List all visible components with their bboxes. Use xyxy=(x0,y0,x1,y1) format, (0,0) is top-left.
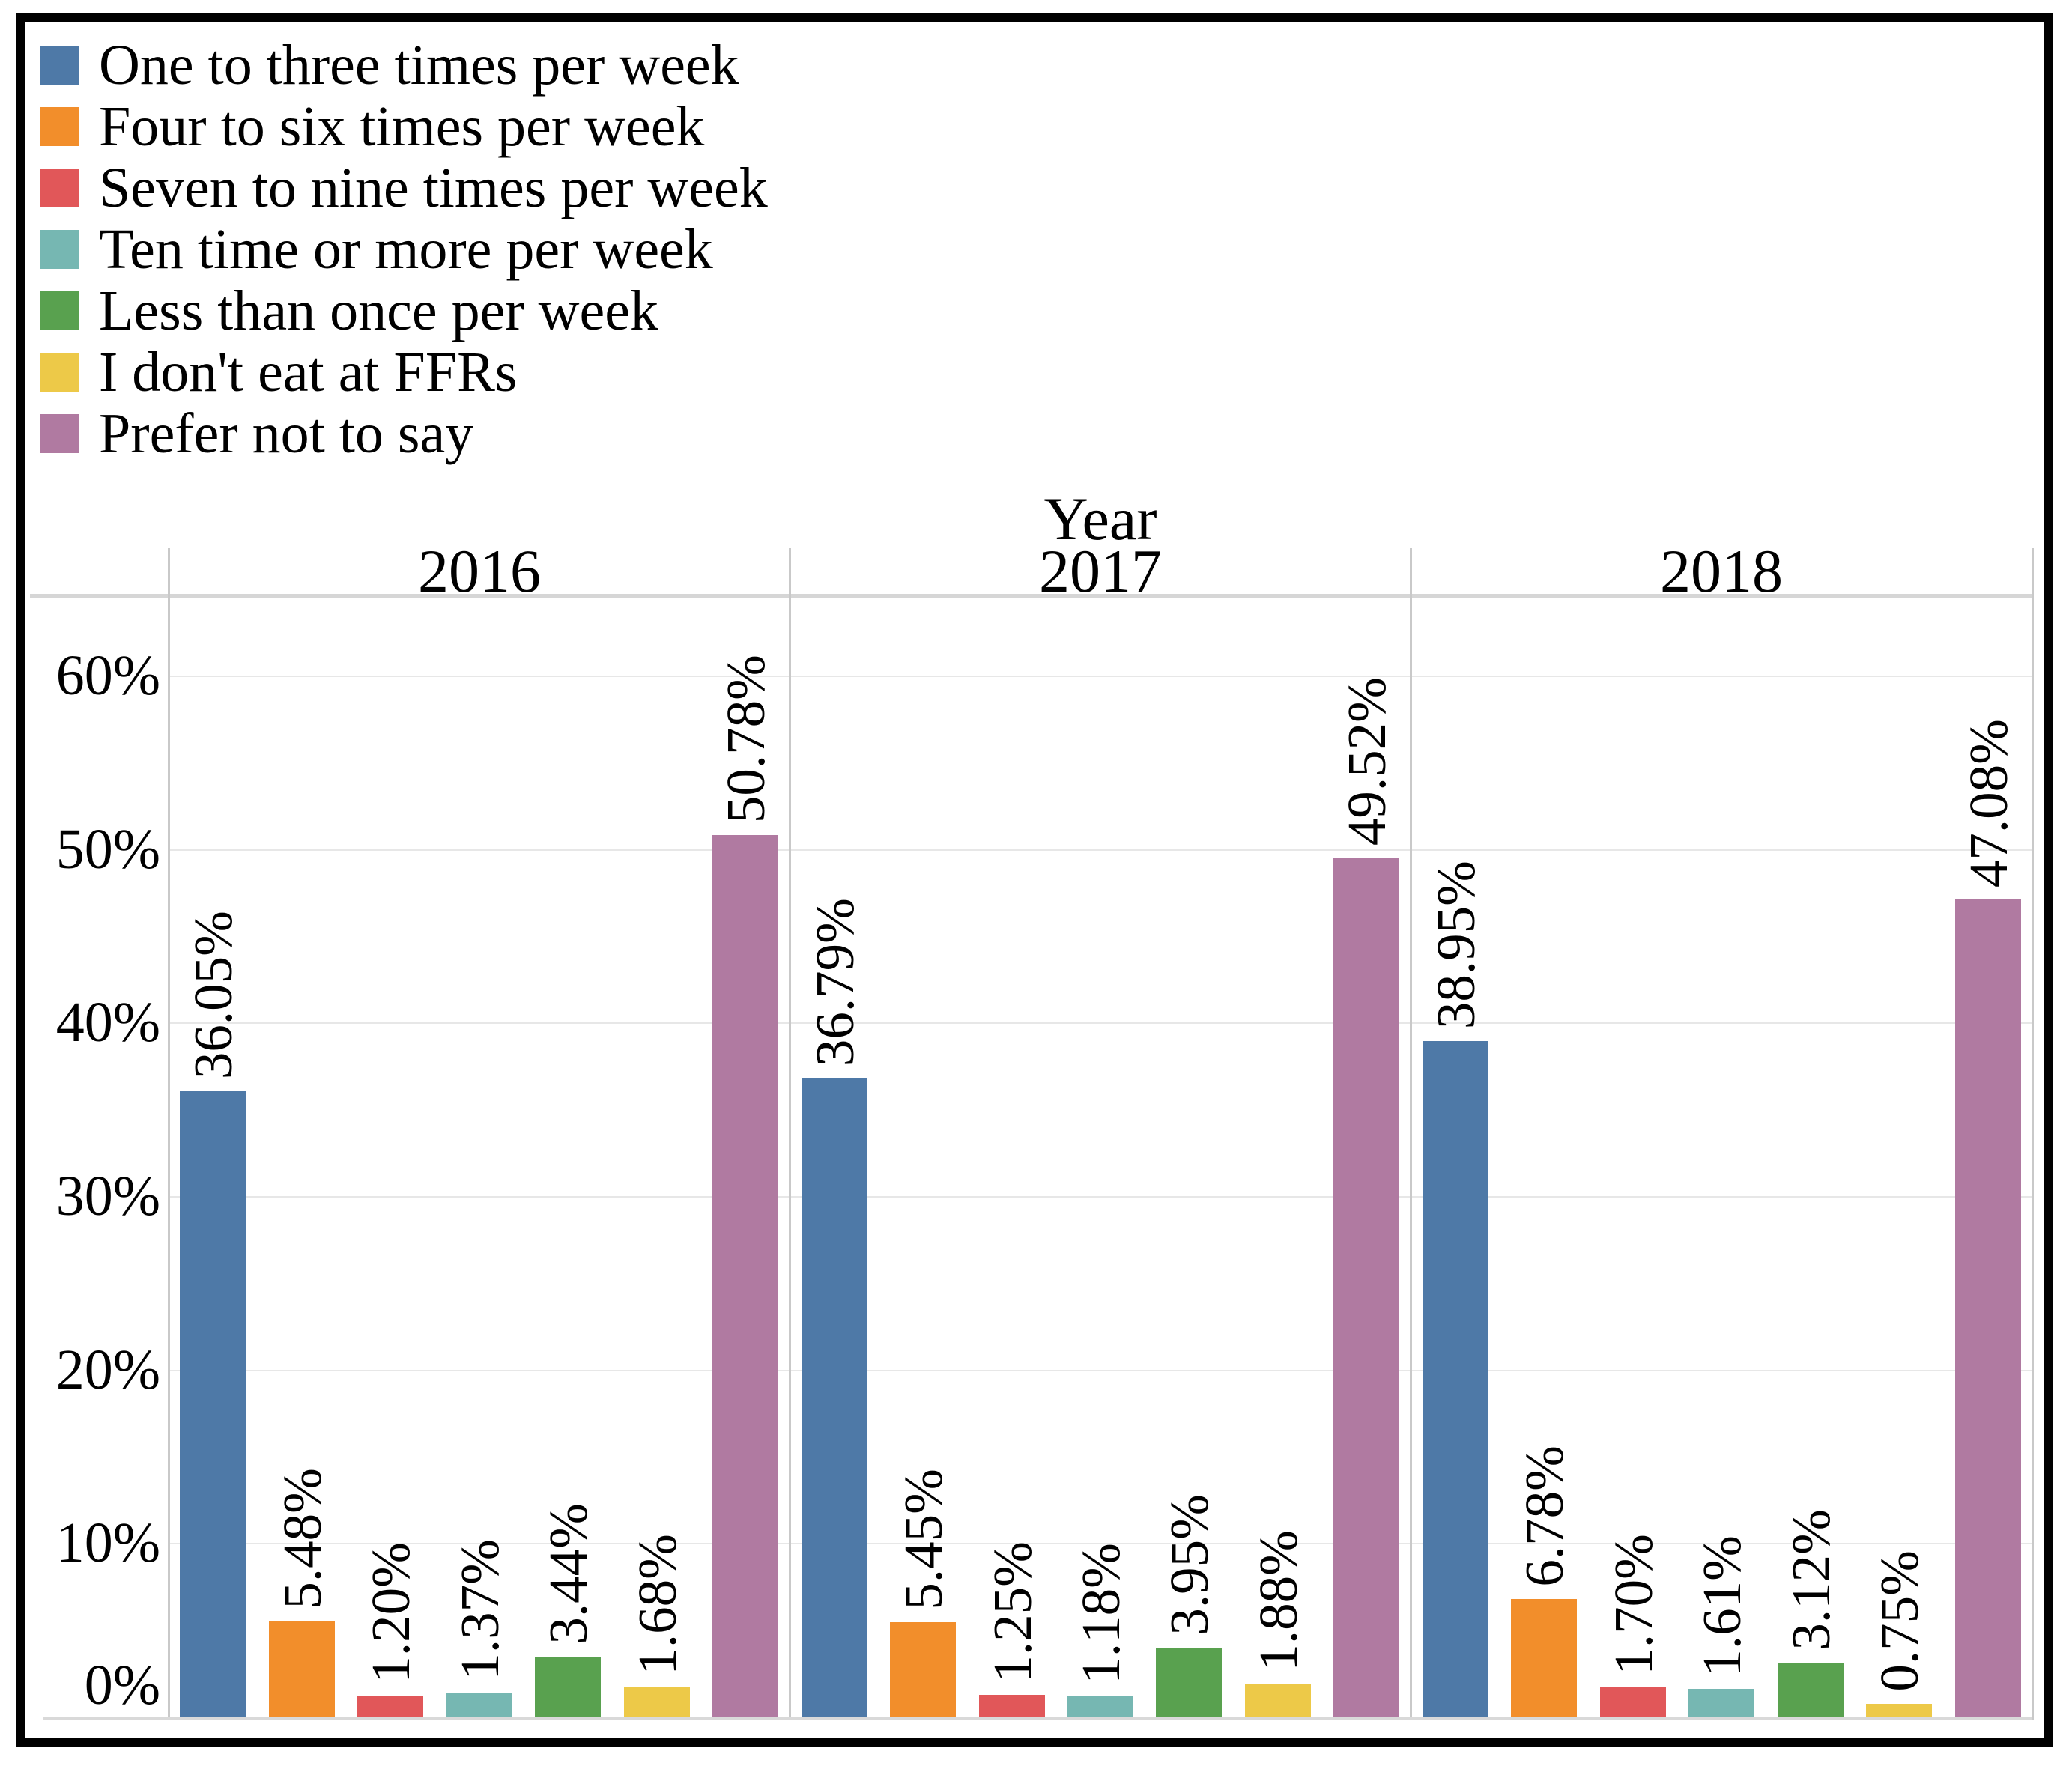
bar-value-label: 1.25% xyxy=(982,1541,1043,1683)
bar-value-label: 1.37% xyxy=(449,1539,510,1681)
bar-2017-4 xyxy=(1156,1648,1222,1717)
bar-value-label: 36.79% xyxy=(805,897,865,1066)
bar-2018-2 xyxy=(1600,1687,1666,1717)
legend-item: Ten time or more per week xyxy=(40,219,768,280)
gridline xyxy=(169,1370,2032,1371)
legend-swatch-icon xyxy=(40,46,79,85)
legend-swatch-icon xyxy=(40,414,79,453)
bar-2018-3 xyxy=(1688,1689,1754,1717)
legend-swatch-icon xyxy=(40,291,79,330)
bar-2016-6 xyxy=(712,835,778,1717)
bar-value-label: 3.12% xyxy=(1781,1509,1841,1651)
facet-divider-line xyxy=(789,548,791,1720)
y-axis-tick-label: 0% xyxy=(84,1654,160,1717)
bar-value-label: 1.18% xyxy=(1070,1543,1131,1684)
legend-item-label: Four to six times per week xyxy=(99,95,705,158)
bar-2016-5 xyxy=(624,1687,690,1717)
legend-item: Four to six times per week xyxy=(40,96,768,157)
bar-value-label: 49.52% xyxy=(1336,676,1397,846)
y-axis-tick-label: 10% xyxy=(55,1511,160,1574)
bar-2017-3 xyxy=(1067,1696,1133,1717)
y-axis-tick-label: 50% xyxy=(55,818,160,881)
bar-2016-0 xyxy=(180,1091,246,1717)
x-axis-baseline xyxy=(43,1717,2032,1720)
plot-right-border xyxy=(2032,548,2034,1720)
legend-swatch-icon xyxy=(40,169,79,207)
bar-2016-1 xyxy=(269,1621,335,1717)
legend-item-label: Ten time or more per week xyxy=(99,218,713,281)
facet-header-rule xyxy=(30,594,2032,598)
bar-value-label: 38.95% xyxy=(1426,860,1486,1029)
y-axis-tick-label: 30% xyxy=(55,1165,160,1228)
bar-2017-2 xyxy=(979,1695,1045,1717)
y-axis-tick-label: 40% xyxy=(55,991,160,1054)
bar-value-label: 1.61% xyxy=(1691,1535,1752,1677)
legend-item-label: Less than once per week xyxy=(99,279,659,342)
bar-value-label: 3.95% xyxy=(1159,1494,1220,1636)
bar-2017-6 xyxy=(1333,858,1399,1717)
facet-header-2018: 2018 xyxy=(1660,537,1783,605)
bar-2018-4 xyxy=(1778,1663,1844,1717)
bar-2016-3 xyxy=(446,1693,512,1717)
facet-header-2017: 2017 xyxy=(1039,537,1162,605)
bar-value-label: 36.05% xyxy=(183,910,243,1079)
bar-value-label: 3.44% xyxy=(538,1503,599,1645)
legend-swatch-icon xyxy=(40,230,79,269)
bar-2017-0 xyxy=(802,1078,867,1717)
legend-item: Less than once per week xyxy=(40,280,768,342)
bar-value-label: 1.88% xyxy=(1248,1530,1309,1672)
bar-2018-6 xyxy=(1955,899,2021,1717)
facet-title: Year xyxy=(1043,485,1157,553)
facet-divider-line xyxy=(1410,548,1412,1720)
bar-2017-5 xyxy=(1245,1684,1311,1717)
bar-value-label: 47.08% xyxy=(1958,718,2019,887)
gridline xyxy=(169,1022,2032,1024)
legend-swatch-icon xyxy=(40,353,79,392)
y-axis-line xyxy=(168,548,170,1720)
legend-swatch-icon xyxy=(40,107,79,146)
bar-value-label: 0.75% xyxy=(1869,1550,1930,1692)
bar-value-label: 50.78% xyxy=(715,654,776,823)
bar-value-label: 1.70% xyxy=(1603,1534,1664,1675)
bar-value-label: 5.48% xyxy=(272,1468,333,1609)
y-axis-tick-label: 20% xyxy=(55,1338,160,1401)
bar-2018-5 xyxy=(1866,1704,1932,1717)
gridline xyxy=(169,1543,2032,1544)
gridline xyxy=(169,676,2032,677)
bar-2018-0 xyxy=(1423,1041,1488,1717)
legend-item: One to three times per week xyxy=(40,34,768,96)
gridline xyxy=(169,1196,2032,1198)
bar-2018-1 xyxy=(1511,1599,1577,1717)
bar-2017-1 xyxy=(890,1622,956,1717)
bar-2016-2 xyxy=(357,1696,423,1717)
y-axis-tick-label: 60% xyxy=(55,644,160,707)
legend-item-label: Prefer not to say xyxy=(99,402,474,465)
legend-item: Seven to nine times per week xyxy=(40,157,768,219)
bar-value-label: 5.45% xyxy=(893,1469,954,1610)
bar-value-label: 1.20% xyxy=(360,1542,421,1684)
legend: One to three times per week Four to six t… xyxy=(40,34,768,464)
legend-item: Prefer not to say xyxy=(40,403,768,464)
bar-2016-4 xyxy=(535,1657,601,1717)
bar-value-label: 1.68% xyxy=(627,1534,688,1675)
legend-item-label: Seven to nine times per week xyxy=(99,157,768,219)
legend-item: I don't eat at FFRs xyxy=(40,342,768,403)
gridline xyxy=(169,849,2032,851)
legend-item-label: I don't eat at FFRs xyxy=(99,341,518,404)
bar-value-label: 6.78% xyxy=(1514,1445,1575,1587)
legend-item-label: One to three times per week xyxy=(99,34,739,97)
facet-header-2016: 2016 xyxy=(418,537,541,605)
